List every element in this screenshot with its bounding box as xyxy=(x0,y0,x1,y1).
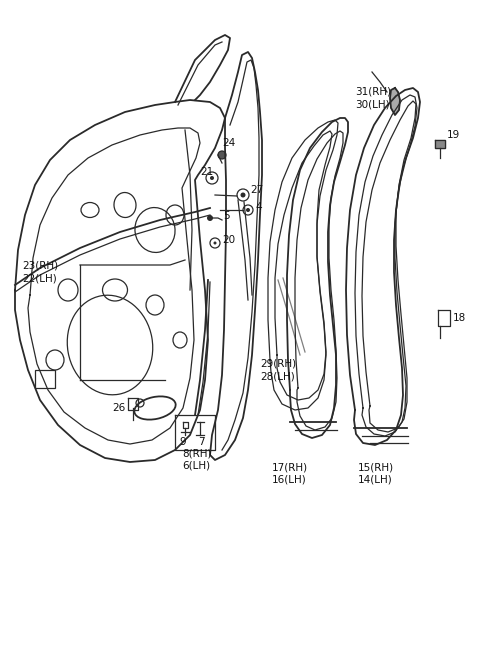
Text: 23(RH)
22(LH): 23(RH) 22(LH) xyxy=(22,261,58,283)
Polygon shape xyxy=(435,140,445,148)
Text: 29(RH)
28(LH): 29(RH) 28(LH) xyxy=(260,359,296,381)
Text: 19: 19 xyxy=(447,130,460,140)
Text: 31(RH)
30(LH): 31(RH) 30(LH) xyxy=(355,87,391,109)
Circle shape xyxy=(214,241,216,245)
Text: 26: 26 xyxy=(112,403,125,413)
Circle shape xyxy=(218,151,226,159)
Text: 21: 21 xyxy=(200,167,213,177)
Text: 5: 5 xyxy=(223,211,229,221)
Bar xyxy=(35,370,55,388)
Text: 8(RH)
6(LH): 8(RH) 6(LH) xyxy=(182,448,212,470)
Text: 9: 9 xyxy=(180,437,186,447)
Text: 24: 24 xyxy=(222,138,235,148)
Circle shape xyxy=(246,208,250,212)
Polygon shape xyxy=(390,88,400,115)
Text: 15(RH)
14(LH): 15(RH) 14(LH) xyxy=(358,462,394,484)
Text: 18: 18 xyxy=(453,313,466,323)
Text: 20: 20 xyxy=(222,235,235,245)
Circle shape xyxy=(240,192,245,197)
Text: 4: 4 xyxy=(255,202,262,212)
Text: 27: 27 xyxy=(250,185,263,195)
Text: 17(RH)
16(LH): 17(RH) 16(LH) xyxy=(272,462,308,484)
Circle shape xyxy=(210,176,214,180)
Text: 7: 7 xyxy=(198,437,204,447)
Circle shape xyxy=(207,215,213,221)
